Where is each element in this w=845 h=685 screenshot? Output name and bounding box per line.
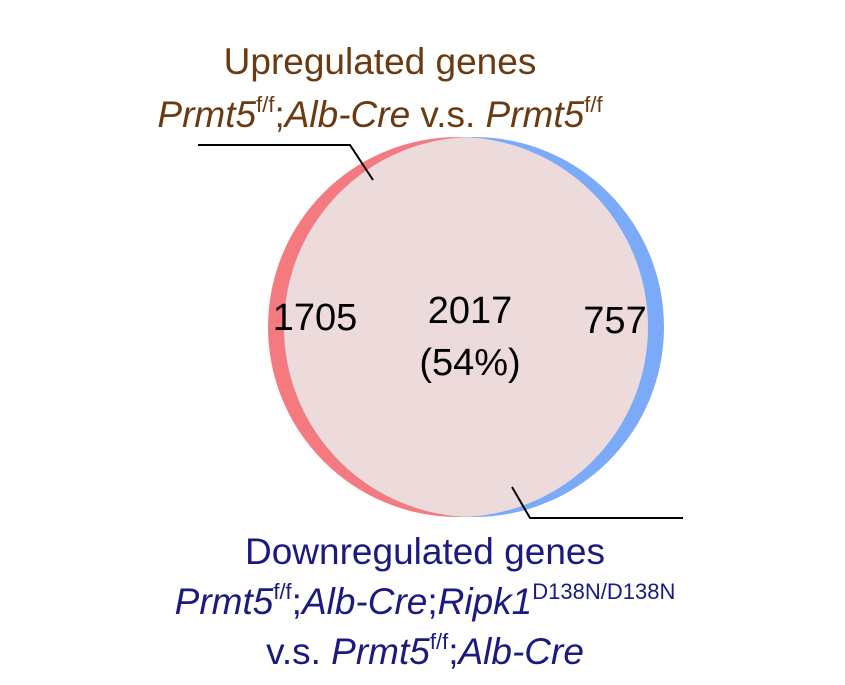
right-only-count: 757: [583, 300, 647, 342]
downregulated-comparison-line2: v.s. Prmt5f/f;Alb-Cre: [266, 629, 584, 672]
overlap-count: 2017: [427, 290, 513, 332]
downregulated-leader-line: [511, 486, 683, 519]
upregulated-comparison: Prmt5f/f;Alb-Cre v.s. Prmt5f/f: [157, 92, 603, 135]
overlap-region: [284, 137, 648, 517]
upregulated-leader-line: [198, 144, 374, 181]
downregulated-comparison-line1: Prmt5f/f;Alb-Cre;Ripk1D138N/D138N: [174, 579, 676, 622]
left-only-count: 1705: [272, 297, 358, 339]
upregulated-title: Upregulated genes: [223, 41, 537, 82]
downregulated-title: Downregulated genes: [245, 531, 605, 572]
overlap-percent: (54%): [419, 342, 521, 384]
